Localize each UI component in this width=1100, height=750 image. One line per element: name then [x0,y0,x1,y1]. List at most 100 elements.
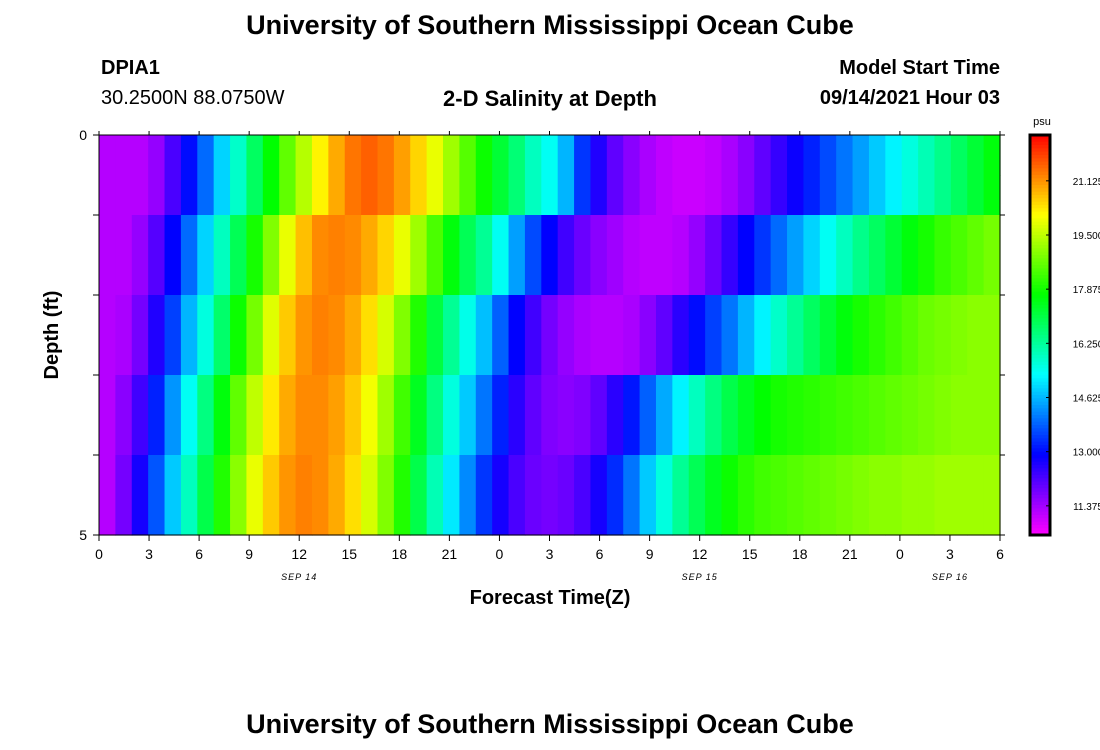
heatmap-cell [99,135,116,176]
heatmap-cell [803,175,821,216]
heatmap-cell [311,175,329,216]
colorbar-label: 16.250 [1073,339,1100,350]
heatmap-cell [213,455,231,536]
heatmap-cell [688,215,706,296]
heatmap-cell [262,295,280,376]
heatmap-cell [967,295,985,376]
heatmap-cell [737,295,755,376]
heatmap-cell [344,175,362,216]
heatmap-cell [672,215,690,296]
heatmap-cell [868,295,886,376]
heatmap-cell [918,135,936,176]
heatmap-cell [475,295,493,376]
colorbar-swatch [1030,308,1050,313]
heatmap-cell [508,215,526,296]
heatmap-cell [541,215,559,296]
heatmap-cell [492,455,510,536]
colorbar-swatch [1030,221,1050,226]
heatmap-cell [885,295,903,376]
heatmap-cell [443,455,460,536]
heatmap-cell [115,215,133,296]
heatmap-cell [344,295,362,376]
colorbar-swatch [1030,438,1050,443]
heatmap-cell [639,375,657,456]
heatmap-cell [131,455,149,536]
heatmap-cell [705,175,723,216]
heatmap-cell [492,375,510,456]
heatmap-cell [246,295,264,376]
x-tick-label: 3 [946,546,954,562]
colorbar-swatch [1030,161,1050,166]
colorbar-label: 13.000 [1073,448,1100,459]
heatmap-cell [918,375,936,456]
heatmap-cell [426,175,444,216]
heatmap-cell [787,295,805,376]
heatmap-cell [180,135,198,176]
heatmap-cell [279,135,297,176]
colorbar-swatch [1030,281,1050,286]
heatmap-cell [328,215,346,296]
heatmap-cell [426,455,444,536]
colorbar-swatch [1030,408,1050,413]
heatmap-cell [295,135,313,176]
heatmap-cell [623,375,641,456]
colorbar-swatch [1030,165,1050,169]
heatmap-cell [279,455,297,536]
colorbar-swatch [1030,478,1050,483]
heatmap-cell [688,295,706,376]
heatmap-cell [99,455,116,536]
x-tick-label: 0 [496,546,504,562]
colorbar-swatch [1030,338,1050,343]
heatmap-cell [459,215,477,296]
station-id: DPIA1 [101,57,160,79]
heatmap-cell [180,215,198,296]
heatmap-cell [672,375,690,456]
heatmap-cell [262,455,280,536]
heatmap-cell [787,175,805,216]
colorbar-swatch [1030,361,1050,366]
heatmap-cell [492,175,510,216]
plot-title: 2-D Salinity at Depth [443,86,657,111]
heatmap-cell [148,135,166,176]
heatmap-cell [426,215,444,296]
heatmap-cell [426,135,444,176]
heatmap-cell [950,375,968,456]
colorbar-swatch [1030,345,1050,349]
heatmap-cell [492,215,510,296]
colorbar-swatch [1030,288,1050,293]
heatmap-cell [524,215,542,296]
colorbar-swatch [1030,138,1050,143]
x-axis-ticks: 0 3 6 9 12 15 18 21 0 3 6 9 12 15 18 21 0 3 6 SEP 14 SEP 15 S… [95,131,1004,582]
heatmap-cell [803,375,821,456]
y-axis-ticks: 05 [79,127,1005,543]
station-coordinates: 30.2500N 88.0750W [101,87,285,109]
colorbar-swatch [1030,358,1050,363]
heatmap-cell [655,375,673,456]
colorbar-swatch [1030,415,1050,419]
colorbar-swatch [1030,325,1050,329]
footer-title: University of Southern Mississippi Ocean… [246,709,854,739]
heatmap-cell [737,375,755,456]
date-label: SEP 16 [932,572,968,582]
heatmap-cell [279,295,297,376]
colorbar-swatch [1030,521,1050,526]
heatmap-cell [115,375,133,456]
heatmap-cell [262,135,280,176]
heatmap-cell [574,215,592,296]
heatmap-cell [787,455,805,536]
colorbar-swatch [1030,428,1050,433]
heatmap-cell [885,175,903,216]
heatmap-cell [655,175,673,216]
heatmap-cell [148,295,166,376]
colorbar-swatch [1030,435,1050,439]
colorbar-swatch [1030,245,1050,249]
heatmap-cell [836,375,854,456]
heatmap-cell [410,135,428,176]
heatmap-cell [770,215,788,296]
heatmap-cell [754,455,772,536]
heatmap-cell [246,135,264,176]
heatmap-cell [475,175,493,216]
heatmap-cell [393,295,411,376]
heatmap-cell [557,215,575,296]
colorbar-swatch [1030,251,1050,256]
